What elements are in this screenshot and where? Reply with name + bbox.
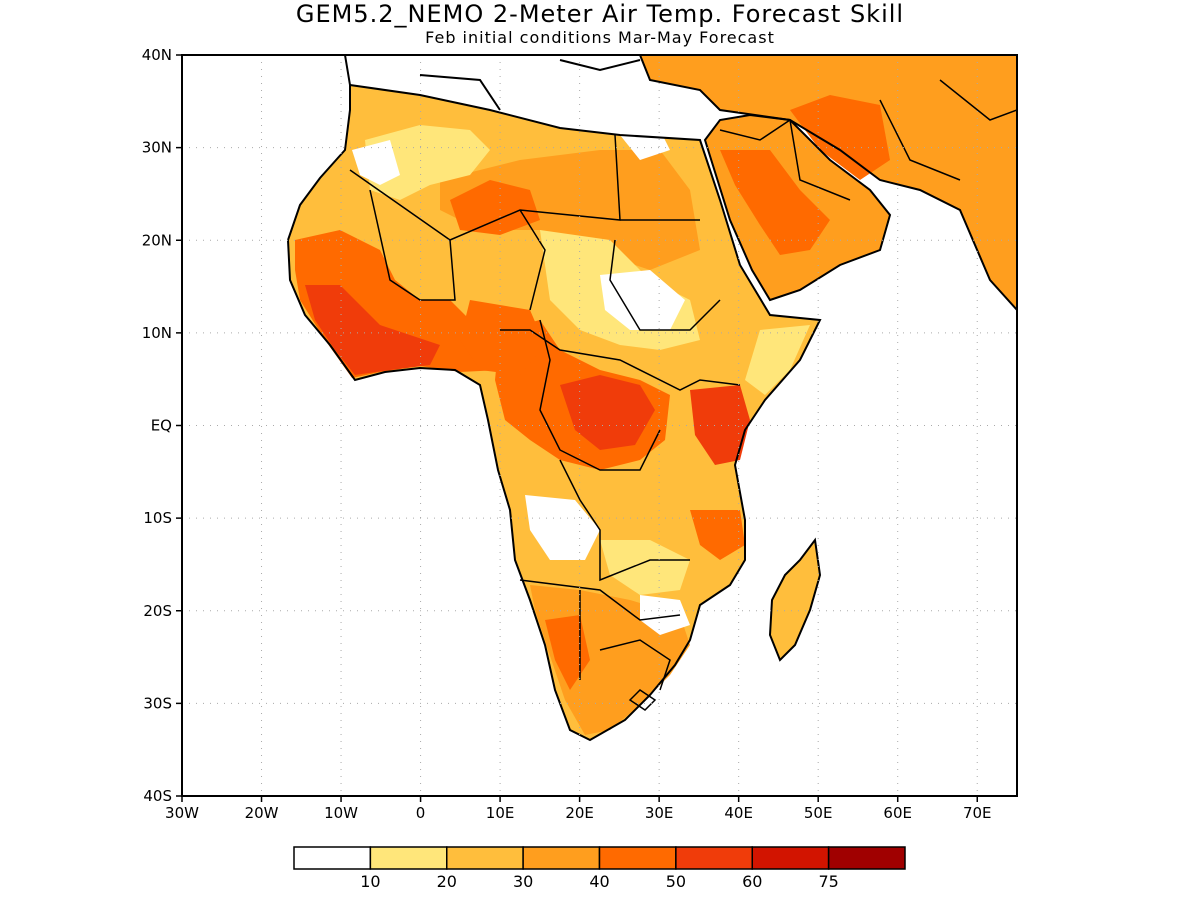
border-lines-central xyxy=(500,319,741,582)
skill-region-somalia-low xyxy=(745,325,810,395)
skill-field xyxy=(288,55,1017,740)
skill-region-zagros xyxy=(790,95,890,180)
lat-tick-label: 20N xyxy=(142,231,172,249)
skill-region-madagascar xyxy=(770,540,820,660)
skill-region-botswana-low xyxy=(640,595,690,635)
skill-region-sahara-east xyxy=(440,150,700,270)
map-title: GEM5.2_NEMO 2-Meter Air Temp. Forecast S… xyxy=(295,0,905,28)
lon-tick-label: 0 xyxy=(416,804,426,822)
skill-region-namibia xyxy=(545,615,590,690)
lat-tick-label: 20S xyxy=(143,602,172,620)
lat-tick-label: 10S xyxy=(143,509,172,527)
lat-tick-label: 30S xyxy=(143,694,172,712)
lon-tick-label: 30E xyxy=(645,804,674,822)
lon-tick-label: 60E xyxy=(883,804,912,822)
coastline-mediterranean xyxy=(344,55,641,111)
skill-region-east-africa xyxy=(690,385,750,465)
skill-region-zambia-low xyxy=(600,540,690,595)
border-lines-middle-east xyxy=(719,79,1017,201)
lon-tick-label: 10W xyxy=(324,804,358,822)
lon-tick-label: 20E xyxy=(565,804,594,822)
skill-region-angola-low xyxy=(525,495,600,560)
skill-region-mauritania-low xyxy=(352,140,400,185)
lat-tick-label: 10N xyxy=(142,324,172,342)
skill-region-mozambique xyxy=(690,510,745,560)
skill-region-sudan-low xyxy=(600,270,685,330)
skill-region-arabia-core xyxy=(720,150,830,255)
lon-tick-label: 10E xyxy=(486,804,515,822)
skill-region-sahara-west xyxy=(450,180,540,235)
map-subtitle: Feb initial conditions Mar-May Forecast xyxy=(425,28,775,47)
border-lines-south xyxy=(519,579,681,711)
lon-tick-label: 70E xyxy=(963,804,992,822)
border-lines-north xyxy=(349,134,721,331)
skill-region-sahara-north-low xyxy=(365,125,490,200)
lat-tick-label: 30N xyxy=(142,139,172,157)
skill-region-middle-east xyxy=(640,55,1017,310)
skill-region-nigeria xyxy=(460,300,545,375)
lat-tick-label: EQ xyxy=(151,417,172,435)
lon-tick-label: 30W xyxy=(165,804,199,822)
lat-tick-label: 40N xyxy=(142,46,172,64)
lon-tick-label: 40E xyxy=(724,804,753,822)
skill-region-guinea-coast xyxy=(305,285,440,375)
lon-tick-label: 20W xyxy=(245,804,279,822)
coastline-africa xyxy=(286,83,822,742)
lon-tick-label: 50E xyxy=(804,804,833,822)
skill-region-congo-core xyxy=(560,375,655,450)
lat-tick-label: 40S xyxy=(143,787,172,805)
coastline-eurasia xyxy=(639,55,1017,311)
coastline-madagascar xyxy=(768,537,822,662)
